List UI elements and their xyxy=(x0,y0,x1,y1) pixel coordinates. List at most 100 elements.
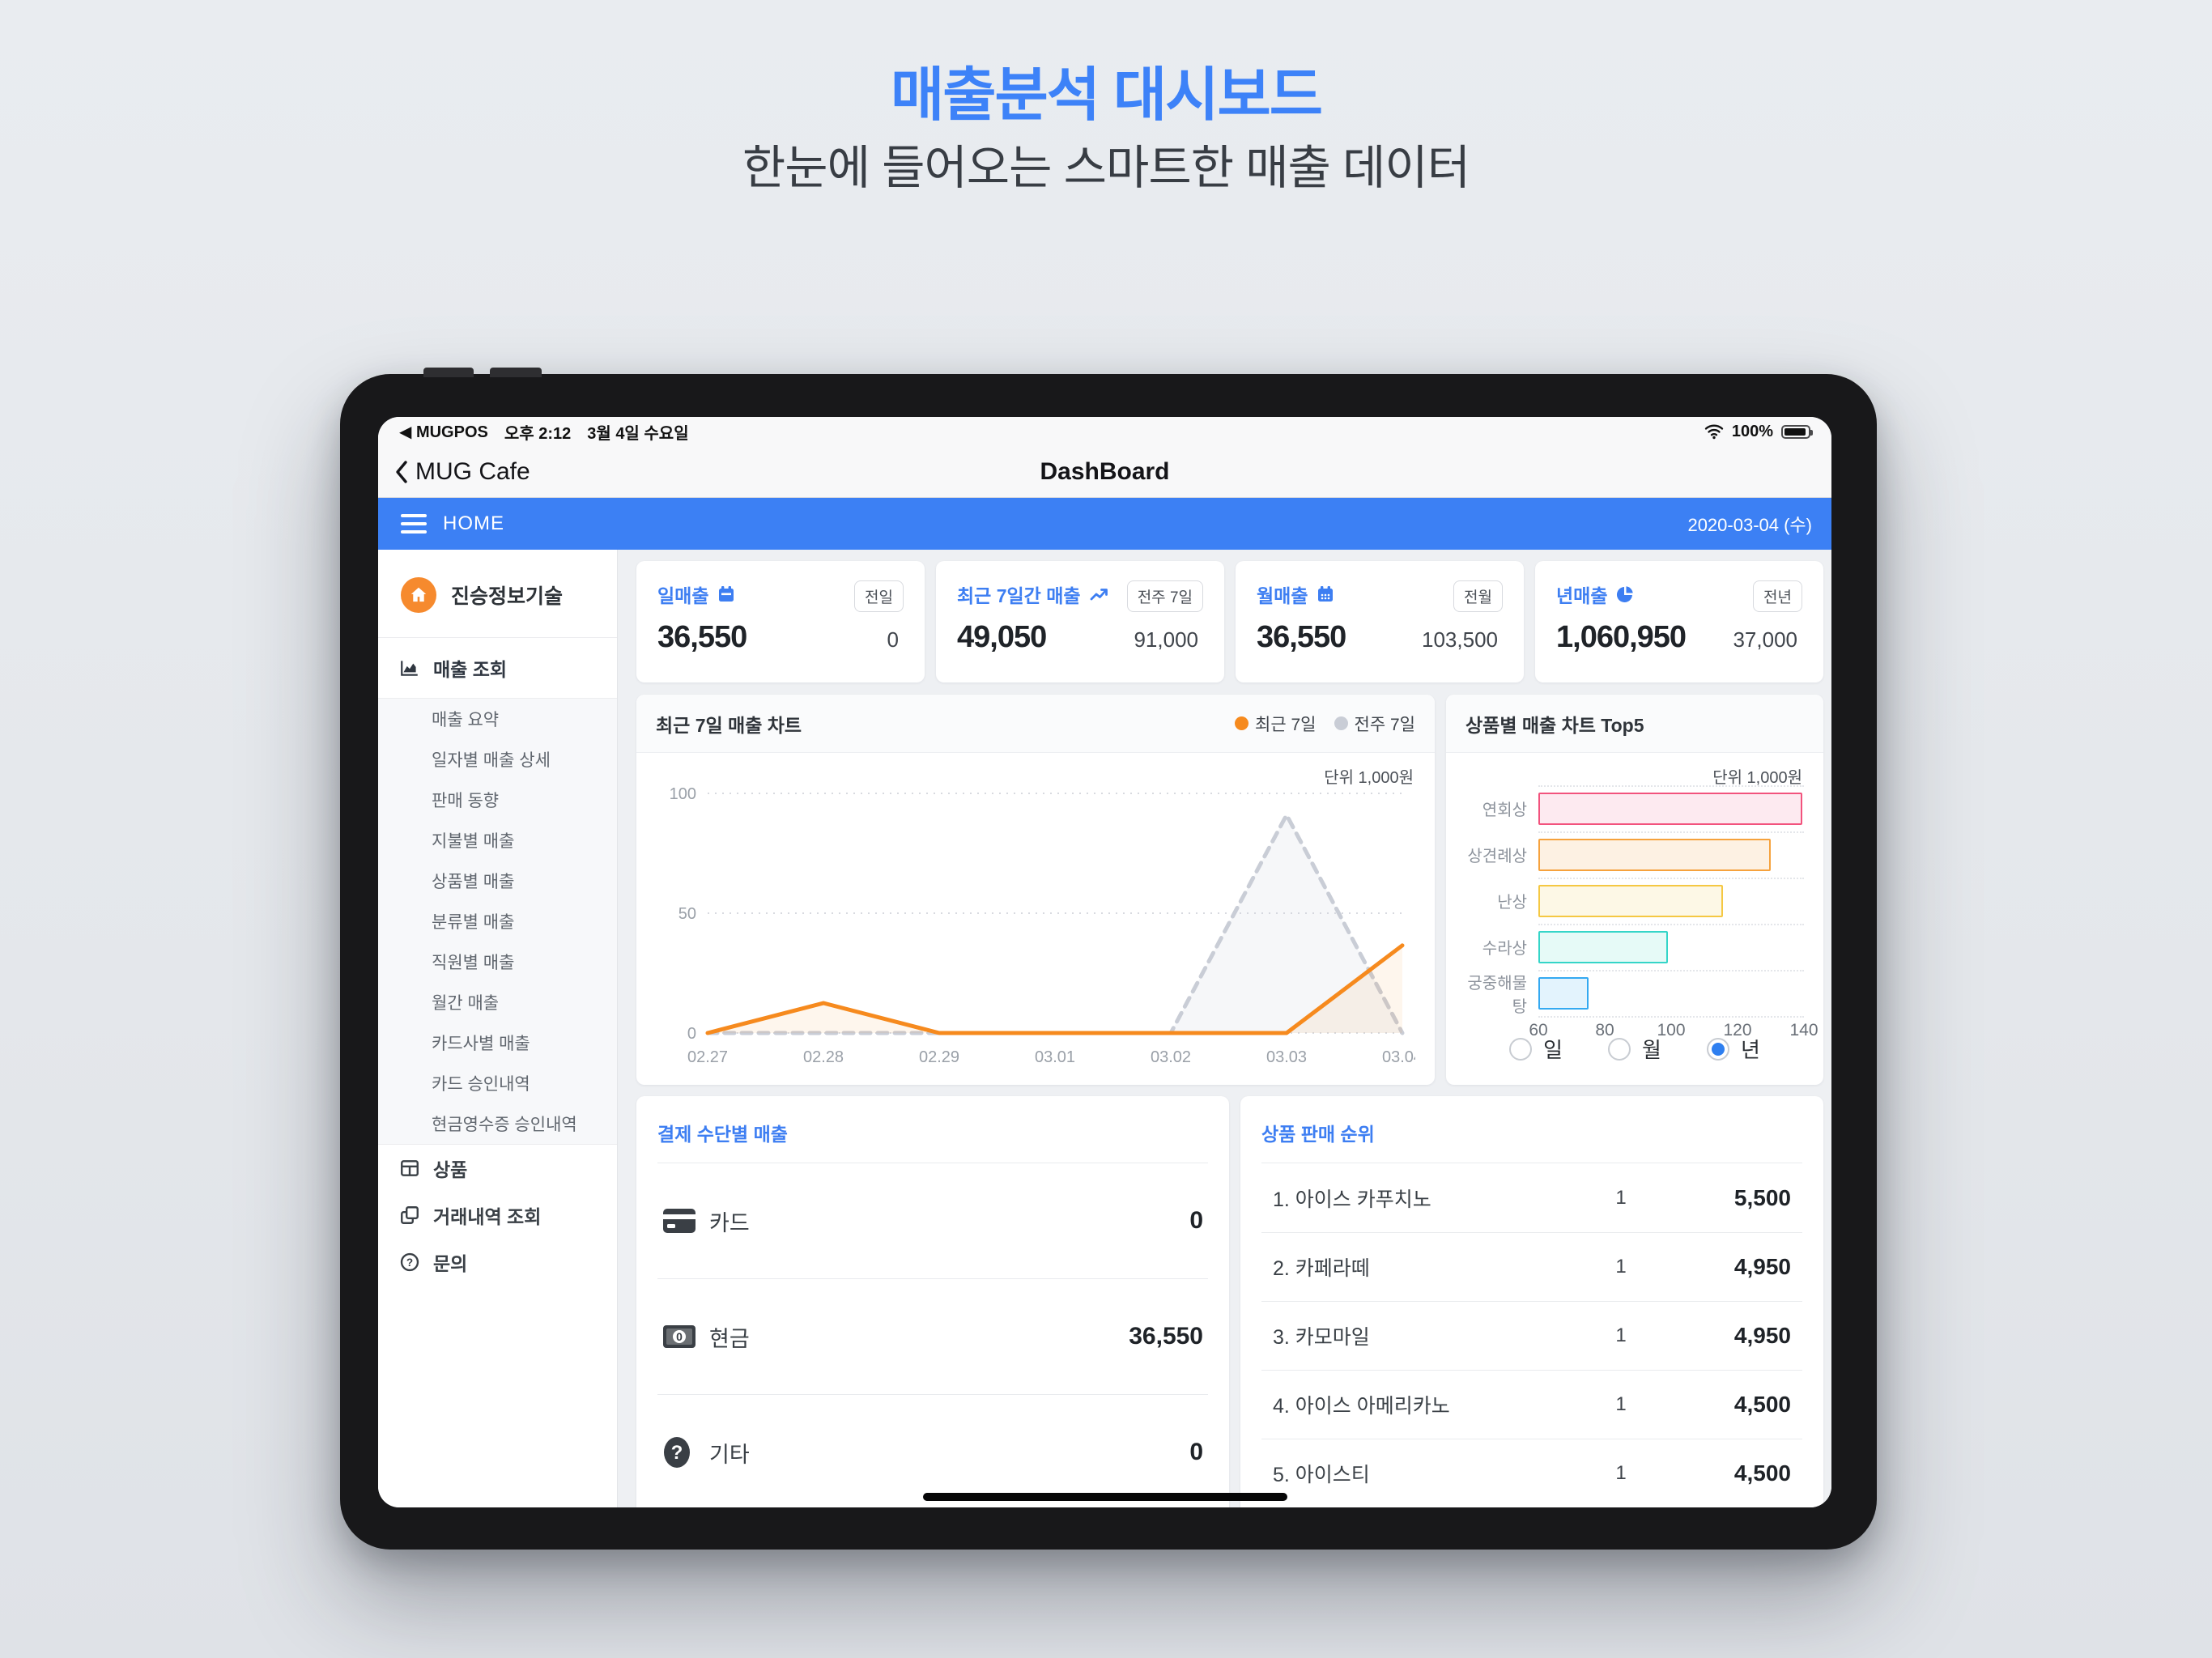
ranking-row: 4. 아이스 아메리카노 1 4,500 xyxy=(1261,1370,1802,1439)
stat-card: 최근 7일간 매출 전주 7일 49,050 91,000 xyxy=(936,561,1224,682)
payments-rows: 카드 0 0 현금 36,550? 기타 0 xyxy=(636,1163,1229,1507)
sidebar-subitem[interactable]: 지불별 매출 xyxy=(432,832,515,851)
sidebar-subitem[interactable]: 카드사별 매출 xyxy=(432,1035,530,1053)
product-price: 4,950 xyxy=(1733,1254,1791,1279)
svg-text:03.03: 03.03 xyxy=(1266,1048,1307,1066)
svg-text:?: ? xyxy=(406,1256,413,1269)
bar-label: 난상 xyxy=(1497,894,1527,912)
svg-text:02.27: 02.27 xyxy=(687,1048,728,1066)
axis-tick: 100 xyxy=(1657,1021,1686,1039)
etc-icon: ? xyxy=(662,1436,709,1469)
nav-back-label: MUG Cafe xyxy=(415,457,530,485)
bar-수라상 xyxy=(1538,930,1668,963)
bar-track xyxy=(1538,838,1804,871)
sidebar-subitem[interactable]: 판매 동향 xyxy=(432,792,500,810)
page-title: 매출분석 대시보드 xyxy=(891,63,1323,128)
stat-label: 최근 7일간 매출 xyxy=(957,580,1110,608)
bar-track xyxy=(1538,792,1804,825)
legend-item: 최근 7일 xyxy=(1235,712,1317,736)
stat-badge: 전주 7일 xyxy=(1126,580,1203,612)
product-name: 5. 아이스티 xyxy=(1273,1464,1370,1486)
product-name: 2. 카페라떼 xyxy=(1273,1257,1370,1280)
nav-back-button[interactable]: MUG Cafe xyxy=(394,446,530,497)
appbar-date: 2020-03-04 (수) xyxy=(1687,515,1812,535)
battery-percent: 100% xyxy=(1731,422,1773,440)
product-price: 4,950 xyxy=(1733,1323,1791,1348)
chevron-left-icon xyxy=(394,460,409,484)
sidebar-item-sales[interactable]: 매출 조회 xyxy=(378,638,617,698)
bar-row: 궁중해물탕 xyxy=(1465,970,1804,1016)
bar-track xyxy=(1538,930,1804,963)
bar-상견례상 xyxy=(1538,838,1771,871)
sidebar-subitem[interactable]: 카드 승인내역 xyxy=(432,1075,530,1094)
trend-icon xyxy=(1089,585,1110,604)
stat-label: 년매출 xyxy=(1556,580,1635,608)
legend-dot xyxy=(1235,716,1249,730)
line-chart-title: 최근 7일 매출 차트 xyxy=(656,714,802,736)
stat-compare-value: 91,000 xyxy=(1134,627,1198,652)
legend-item: 전주 7일 xyxy=(1334,712,1415,736)
back-to-app-label[interactable]: ◀ MUGPOS xyxy=(399,423,488,441)
axis-tick: 60 xyxy=(1529,1021,1548,1039)
radio-label: 월 xyxy=(1642,1038,1661,1062)
bar-label: 상견례상 xyxy=(1467,848,1527,865)
ranking-card: 상품 판매 순위 1. 아이스 카푸치노 1 5,500 2. 카페라떼 1 4,950 3… xyxy=(1240,1096,1823,1507)
stat-compare-value: 0 xyxy=(887,627,899,652)
bar-track xyxy=(1538,976,1804,1010)
card-icon xyxy=(662,1207,709,1235)
unit-label: 단위 1,000원 xyxy=(1324,769,1414,787)
radio-option-년[interactable]: 년 xyxy=(1706,1034,1760,1064)
svg-text:0: 0 xyxy=(676,1330,683,1343)
stat-card: 월매출 전월 36,550 103,500 xyxy=(1236,561,1524,682)
stat-compare-value: 103,500 xyxy=(1422,627,1498,652)
bar-row: 연회상 xyxy=(1465,785,1804,831)
dashboard-main: 일매출 전일 36,550 0 최근 7일간 매출 전주 7일 49,050 91,000 월매… xyxy=(618,550,1831,1507)
payment-row: ? 기타 0 xyxy=(657,1394,1208,1507)
stats-row: 일매출 전일 36,550 0 최근 7일간 매출 전주 7일 49,050 91,000 월매… xyxy=(636,561,1823,682)
sidebar-subitem[interactable]: 일자별 매출 상세 xyxy=(432,751,551,770)
menu-icon[interactable] xyxy=(401,514,427,534)
sidebar-subitem[interactable]: 분류별 매출 xyxy=(432,913,515,932)
payment-label: 카드 xyxy=(709,1210,750,1235)
area-chart-icon xyxy=(399,657,420,678)
radio-circle xyxy=(1608,1037,1631,1061)
bar-row: 수라상 xyxy=(1465,924,1804,970)
series-최근 7일 xyxy=(705,943,1405,1035)
stat-compare-value: 37,000 xyxy=(1733,627,1797,652)
radio-option-일[interactable]: 일 xyxy=(1509,1034,1563,1064)
sidebar-subitem[interactable]: 현금영수증 승인내역 xyxy=(432,1116,577,1134)
sidebar: 진승정보기술 매출 조회 매출 요약 일자별 매출 상세 판매 동향 지불별 매출 상품… xyxy=(378,550,618,1507)
sidebar-subitem[interactable]: 월간 매출 xyxy=(432,994,500,1013)
product-qty: 1 xyxy=(1615,1393,1627,1415)
svg-text:02.29: 02.29 xyxy=(919,1048,959,1066)
product-qty: 1 xyxy=(1615,1186,1627,1209)
grid-icon xyxy=(399,1158,420,1179)
sidebar-subitem[interactable]: 상품별 매출 xyxy=(432,873,515,891)
volume-button xyxy=(490,368,542,377)
home-indicator[interactable] xyxy=(922,1493,1287,1501)
app-bar: HOME 2020-03-04 (수) xyxy=(378,498,1831,550)
bar-row: 난상 xyxy=(1465,878,1804,924)
sidebar-subitem[interactable]: 매출 요약 xyxy=(432,711,500,729)
home-label[interactable]: HOME xyxy=(443,512,504,534)
sidebar-subitem[interactable]: 직원별 매출 xyxy=(432,954,515,972)
stat-label-text: 년매출 xyxy=(1556,585,1608,606)
cash-icon: 0 xyxy=(662,1324,709,1349)
radio-option-월[interactable]: 월 xyxy=(1608,1034,1661,1064)
svg-text:03.04: 03.04 xyxy=(1382,1048,1415,1066)
svg-text:0: 0 xyxy=(687,1025,696,1043)
stat-label-text: 월매출 xyxy=(1257,585,1308,606)
stat-badge: 전일 xyxy=(854,580,904,612)
stat-badge: 전년 xyxy=(1753,580,1802,612)
sidebar-item-copy[interactable]: 거래내역 조회 xyxy=(378,1192,617,1239)
sidebar-item-grid[interactable]: 상품 xyxy=(378,1145,617,1192)
sidebar-item-question[interactable]: ? 문의 xyxy=(378,1239,617,1286)
product-price: 4,500 xyxy=(1733,1392,1791,1417)
bar-row: 상견례상 xyxy=(1465,831,1804,878)
tablet-screen: ◀ MUGPOS 오후 2:12 3월 4일 수요일 100% MUG Ca xyxy=(378,417,1831,1507)
bar-난상 xyxy=(1538,884,1723,917)
ranking-row: 2. 카페라떼 1 4,950 xyxy=(1261,1232,1802,1301)
top5-chart-card: 상품별 매출 차트 Top5 단위 1,000원 연회상 상견례상 난상 수라상 궁중해… xyxy=(1446,695,1823,1085)
